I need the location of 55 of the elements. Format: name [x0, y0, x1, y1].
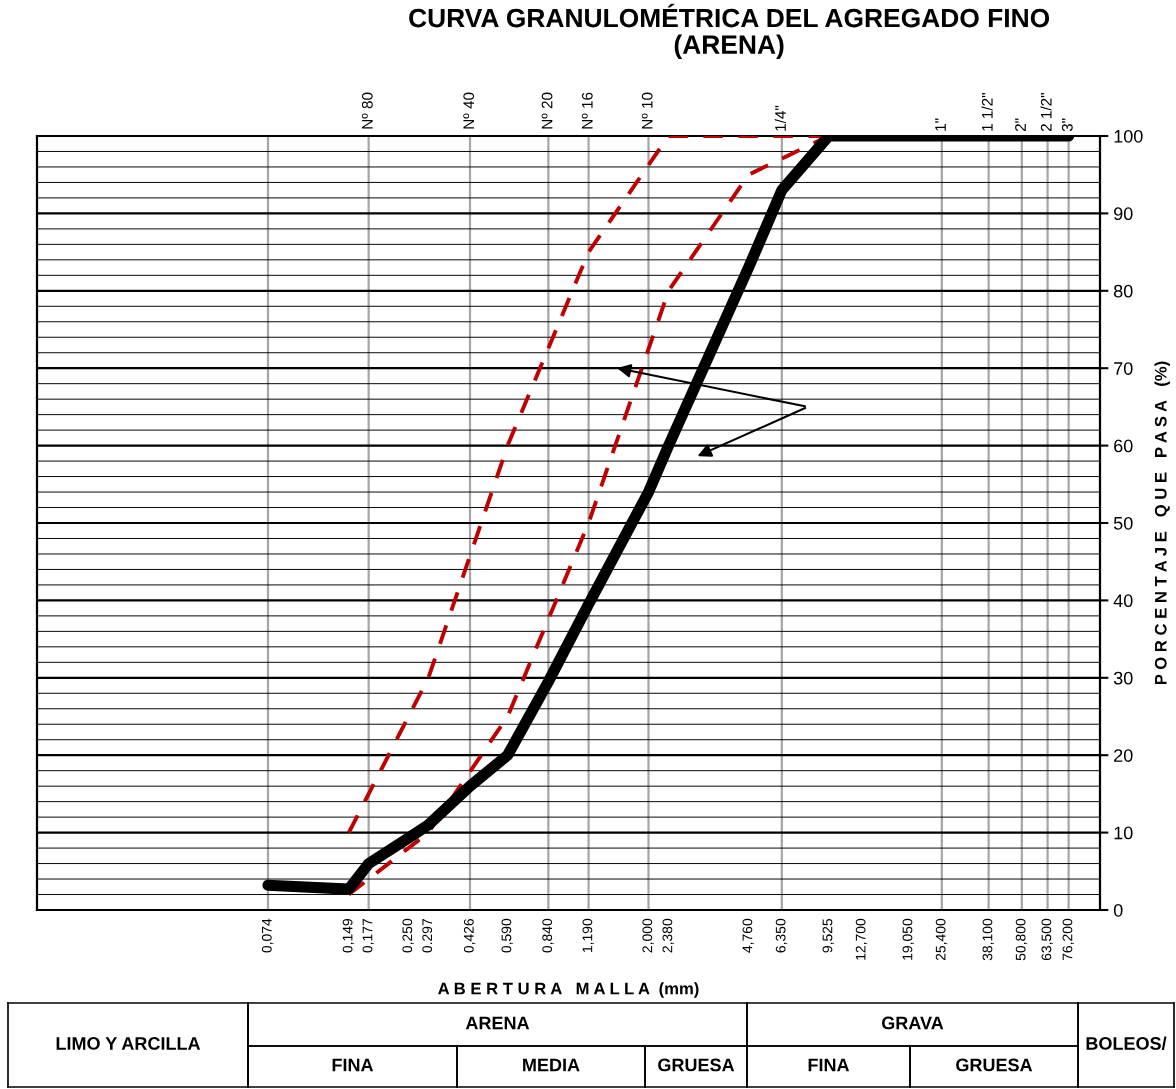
annotation: 3" [1061, 118, 1073, 132]
x-axis-title: A B E R T U R A M A L L A (mm) [438, 982, 699, 998]
ref-line-label: Nº 20 [541, 92, 553, 129]
text: GRAVA [881, 1016, 944, 1030]
y-tick-label: 100 [1114, 129, 1143, 143]
x-tick-label: 12,700 [855, 918, 868, 960]
x-tick-label: 1,190 [582, 918, 594, 953]
x-tick-label: 50,800 [1015, 918, 1028, 961]
x-tick-label: 9,525 [822, 918, 834, 953]
x-tick-label: 0,177 [362, 919, 375, 953]
x-tick-label: 0,074 [261, 918, 274, 953]
y-tick-label: 20 [1114, 749, 1133, 762]
text: MEDIA [523, 1058, 580, 1072]
annotation: 1/4" [774, 105, 786, 131]
y-axis-title: P O R C E N T A J E Q U E P A S A (%) [1154, 361, 1170, 685]
x-tick-label: 0,426 [463, 918, 476, 953]
x-tick-label: 0,590 [501, 918, 513, 953]
x-tick-label: 4,760 [742, 918, 754, 953]
x-tick-label: 63,500 [1041, 918, 1053, 961]
x-tick-label: 38,100 [982, 918, 994, 961]
ref-line-label: Nº 80 [361, 92, 373, 129]
y-tick-label: 50 [1113, 516, 1133, 530]
text: ARENA [465, 1016, 530, 1030]
x-tick-label: 0,250 [402, 918, 414, 953]
ref-line-label: Nº 10 [641, 92, 653, 129]
text: FINA [808, 1058, 850, 1072]
text: LIMO Y ARCILLA [56, 1037, 201, 1050]
text: BOLEOS/ [1086, 1036, 1167, 1051]
y-tick-label: 60 [1114, 439, 1133, 453]
y-tick-label: 80 [1113, 284, 1133, 298]
x-tick-label: 6,350 [775, 918, 788, 953]
x-tick-label: 2,380 [662, 918, 674, 953]
x-tick-label: 19,050 [902, 918, 914, 960]
y-tick-label: 40 [1113, 594, 1133, 608]
y-tick-label: 90 [1114, 207, 1133, 221]
ref-line-label: Nº 16 [581, 92, 593, 129]
annotation: 2 1/2" [1040, 93, 1052, 132]
text: GRUESA [658, 1058, 735, 1072]
x-tick-label: 0,149 [342, 918, 355, 953]
x-tick-label: 0.297 [422, 919, 433, 953]
text: FINA [332, 1058, 374, 1072]
annotation: 1" [935, 118, 946, 131]
x-tick-label: 0,840 [542, 918, 554, 953]
chart-title: CURVA GRANULOMÉTRICA DEL AGREGADO FINO (ARENA) [409, 3, 1050, 60]
x-tick-label: 76,200 [1062, 918, 1074, 961]
y-tick-label: 70 [1114, 362, 1133, 375]
x-tick-label: 2,000 [642, 918, 654, 953]
y-tick-label: 10 [1114, 826, 1133, 840]
annotation: 2" [1015, 118, 1026, 132]
y-tick-label: 30 [1113, 671, 1133, 685]
text: GRUESA [956, 1058, 1033, 1072]
ref-line-label: Nº 40 [463, 92, 475, 129]
x-tick-label: 25,400 [935, 918, 948, 961]
y-tick-label: 0 [1113, 903, 1123, 917]
annotation: 1 1/2" [981, 93, 993, 131]
